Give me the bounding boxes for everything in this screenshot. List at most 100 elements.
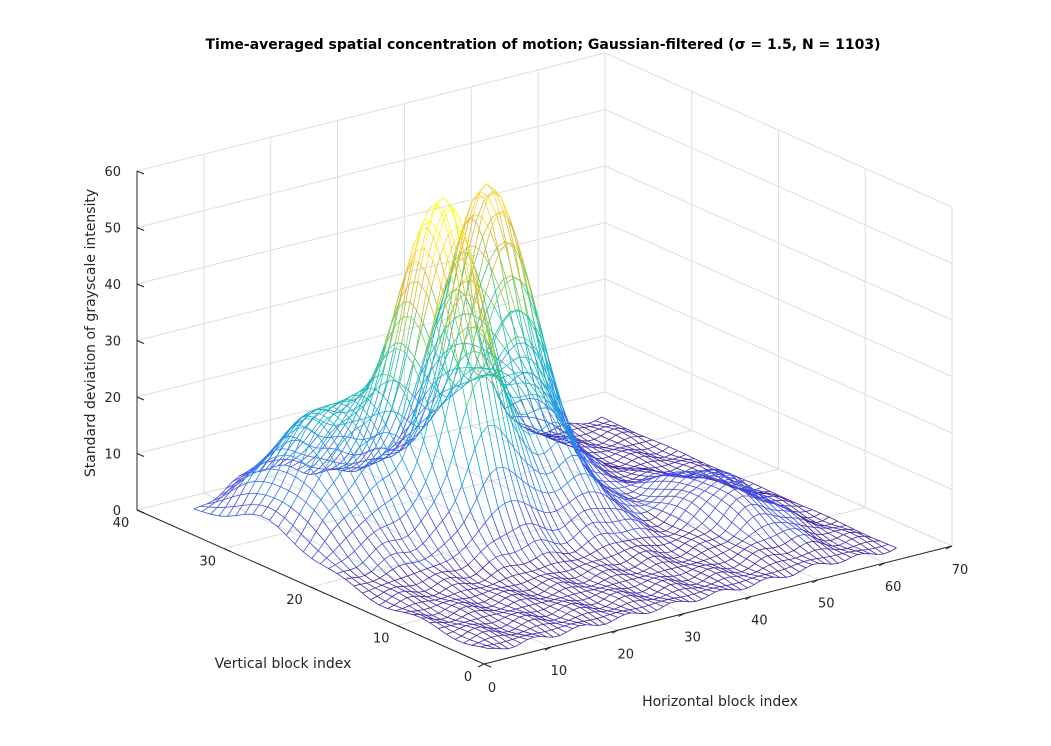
mesh-line	[457, 341, 465, 364]
mesh-line	[486, 643, 494, 646]
mesh-line	[798, 534, 805, 537]
y-tick-label: 0	[464, 670, 472, 685]
mesh-line	[523, 561, 531, 565]
mesh-line	[523, 337, 533, 361]
mesh-line	[354, 544, 362, 552]
mesh-line	[579, 525, 587, 532]
mesh-line	[323, 433, 331, 444]
mesh-line	[628, 539, 638, 547]
mesh-line	[578, 455, 588, 475]
mesh-line	[807, 517, 817, 523]
mesh-line	[408, 603, 416, 607]
mesh-line	[542, 390, 552, 405]
mesh-line	[619, 560, 627, 565]
mesh-line	[464, 601, 474, 607]
mesh-line	[692, 472, 701, 476]
mesh-line	[795, 502, 804, 507]
mesh-line	[694, 458, 703, 463]
mesh-line	[566, 609, 574, 615]
mesh-line	[596, 508, 607, 523]
mesh-line	[592, 559, 599, 563]
mesh-line	[391, 592, 399, 597]
mesh-line	[384, 380, 394, 412]
mesh-line	[544, 631, 554, 638]
mesh-line	[704, 585, 714, 589]
mesh-line	[828, 532, 838, 539]
mesh-line	[615, 492, 625, 500]
mesh-line	[459, 625, 467, 629]
mesh-line	[489, 467, 497, 475]
mesh-line	[761, 487, 771, 492]
mesh-line	[590, 602, 598, 606]
mesh-line	[732, 481, 742, 489]
z-tick-label: 10	[104, 448, 121, 463]
mesh-line	[474, 350, 483, 355]
mesh-line	[498, 620, 507, 626]
mesh-line	[482, 474, 491, 486]
mesh-line	[605, 522, 615, 534]
mesh-line	[543, 352, 551, 383]
mesh-line	[624, 550, 634, 558]
mesh-line	[582, 491, 589, 495]
mesh-line	[499, 363, 507, 387]
mesh-line	[561, 429, 569, 442]
mesh-line	[739, 580, 746, 583]
mesh-line	[589, 575, 597, 581]
mesh-line	[514, 409, 522, 415]
mesh-line	[374, 432, 384, 450]
mesh-line	[539, 472, 549, 494]
mesh-line	[594, 471, 604, 482]
mesh-line	[506, 624, 516, 630]
mesh-line	[707, 568, 717, 574]
mesh-line	[598, 467, 608, 476]
mesh-line	[276, 443, 284, 457]
mesh-line	[515, 606, 523, 610]
mesh-line	[288, 476, 296, 491]
mesh-line	[564, 519, 572, 527]
mesh-line	[706, 501, 716, 509]
mesh-line	[599, 608, 608, 612]
mesh-line	[452, 552, 460, 558]
mesh-line	[269, 511, 277, 521]
mesh-line	[796, 528, 803, 531]
mesh-line	[600, 473, 610, 482]
mesh-line	[292, 459, 300, 463]
x-tick-label: 20	[617, 647, 634, 662]
mesh-line	[392, 294, 400, 320]
mesh-line	[516, 382, 524, 384]
mesh-line	[379, 573, 387, 579]
mesh-line	[328, 511, 338, 525]
mesh-line	[243, 504, 252, 515]
mesh-line	[797, 563, 807, 569]
mesh-line	[671, 566, 678, 570]
mesh-line	[638, 504, 646, 507]
mesh-line	[764, 506, 771, 510]
mesh-line	[474, 348, 482, 368]
mesh-line	[457, 530, 467, 547]
mesh-line	[779, 516, 786, 518]
mesh-line	[668, 579, 678, 584]
mesh-line	[469, 294, 477, 329]
mesh-line	[473, 191, 481, 215]
mesh-line	[612, 602, 621, 607]
mesh-line	[770, 509, 778, 511]
mesh-line	[424, 271, 432, 288]
mesh-line	[638, 442, 648, 450]
mesh-line	[562, 621, 571, 625]
mesh-line	[571, 586, 581, 593]
mesh-line	[500, 430, 510, 470]
mesh-line	[225, 506, 234, 508]
mesh-line	[677, 474, 687, 478]
mesh-line	[535, 428, 543, 434]
mesh-line	[310, 409, 318, 414]
mesh-line	[426, 565, 434, 569]
mesh-line	[488, 561, 498, 571]
mesh-line	[575, 551, 584, 558]
mesh-line	[422, 287, 432, 324]
mesh-line	[755, 527, 763, 532]
mesh-line	[564, 623, 572, 627]
mesh-line	[782, 500, 792, 507]
mesh-line	[517, 434, 526, 445]
mesh-line	[579, 566, 588, 572]
mesh-line	[339, 423, 347, 426]
